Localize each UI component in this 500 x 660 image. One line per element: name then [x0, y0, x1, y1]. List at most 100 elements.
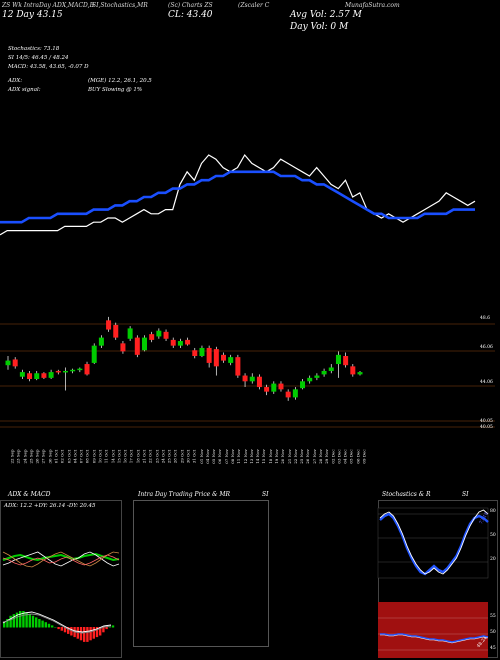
date-tick-label: 03 Dec: [336, 449, 342, 464]
macd-bar: [60, 627, 63, 631]
candle-body: [350, 366, 356, 375]
candle-body: [34, 373, 40, 379]
date-tick-label: 11 Oct: [103, 449, 109, 464]
date-tick-label: 14 Nov: [254, 449, 260, 464]
date-tick-label: 01 Nov: [198, 449, 204, 464]
candle-body: [106, 320, 112, 330]
date-tick-label: 27 Sep: [40, 449, 46, 464]
date-tick-label: 04 Dec: [342, 449, 348, 464]
macd-bar: [12, 614, 15, 628]
date-tick-label: 20 Nov: [280, 449, 286, 464]
date-tick-label: 31 Oct: [191, 449, 197, 464]
date-tick-label: 24 Oct: [160, 449, 166, 464]
macd-bar: [25, 612, 28, 628]
date-tick-label: 07 Nov: [223, 449, 229, 464]
candle-body: [127, 328, 133, 339]
date-tick-label: 21 Nov: [286, 449, 292, 464]
date-tick-label: 02 Dec: [330, 449, 336, 464]
candle-body: [321, 370, 327, 375]
stoch-d-line: [379, 509, 489, 575]
macd-bar: [63, 627, 67, 633]
macd-bar: [19, 611, 22, 628]
date-tick-label: 15 Oct: [116, 449, 122, 464]
date-tick-label: 16 Oct: [122, 449, 128, 464]
macd-histogram: [2, 611, 115, 642]
macd-bar: [67, 627, 70, 634]
header-title-mid2: (Sc) Charts ZS: [168, 2, 213, 9]
candle-body: [41, 373, 47, 378]
date-tick-label: 19 Nov: [273, 449, 279, 464]
avg-vol-label: Avg Vol: 2.57 M: [290, 10, 362, 20]
candle-body: [77, 368, 83, 371]
macd-bar: [95, 627, 99, 638]
rsi-plot-area: [378, 602, 488, 658]
rsi-tick-50: 50: [490, 630, 496, 635]
stoch-k-line: [379, 512, 489, 576]
macd-bar: [51, 625, 54, 628]
macd-bar: [35, 617, 38, 628]
candle-body: [328, 367, 334, 371]
candle-body: [70, 369, 76, 372]
candle-body: [156, 330, 162, 337]
candle-body: [249, 376, 255, 382]
date-tick-label: 28 Nov: [317, 449, 323, 464]
date-tick-label: 21 Oct: [141, 449, 147, 464]
date-tick-label: 13 Nov: [248, 449, 254, 464]
macd-bar: [47, 623, 51, 628]
day-vol-label: Day Vol: 0 M: [290, 22, 349, 32]
rsi-tick-55: 55: [490, 614, 496, 619]
candle-body: [27, 373, 33, 379]
price-level-1: 48.6: [480, 316, 491, 321]
header-title-left: ZS Wk IntraDay ADX,MACD,B: [2, 2, 94, 9]
candle-body: [170, 339, 176, 346]
date-tick-label: 04 Nov: [204, 449, 210, 464]
candle-body: [343, 356, 349, 366]
candle-body: [235, 357, 241, 376]
candlestick-chart: [0, 316, 495, 428]
stoch-panel-si: SI: [462, 491, 469, 498]
price-level-3: 44.06: [480, 380, 493, 385]
candle-body: [134, 337, 140, 355]
header-date-line: 12 Day 43.15: [2, 10, 63, 20]
date-tick-label: 25 Sep: [28, 449, 34, 464]
candle-body: [314, 375, 320, 378]
price-level-2: 46.06: [480, 345, 493, 350]
date-tick-label: 26 Nov: [305, 449, 311, 464]
macd-bar: [92, 627, 95, 639]
candle-body: [5, 360, 11, 366]
macd-bar: [102, 627, 105, 633]
date-tick-label: 06 Dec: [355, 449, 361, 464]
candle-body: [113, 324, 119, 338]
stoch-panel-title: Stochastics & R: [382, 491, 431, 498]
macd-bar: [22, 611, 25, 628]
candle-body: [149, 334, 155, 340]
macd-bar: [38, 619, 41, 628]
candle-body: [48, 372, 54, 378]
rsi-panel: [378, 602, 489, 658]
stochastics-lines: [377, 507, 489, 579]
macd-bar: [76, 627, 79, 639]
adx-values: (MGE) 12.2, 26.1, 20.5: [88, 78, 152, 84]
date-tick-label: 29 Nov: [324, 449, 330, 464]
date-axis: 22 Sep 23 Sep 24 Sep 25 Sep 26 Sep 27 Sep 30 S…: [0, 440, 500, 485]
date-tick-label: 23 Sep: [15, 449, 21, 464]
macd-bar: [89, 627, 92, 641]
candle-body: [185, 339, 191, 345]
candle-body: [12, 359, 18, 367]
stoch-tick-80: 80: [490, 509, 496, 514]
stochastics-label: Stochastics: 73.18: [8, 46, 60, 52]
date-tick-label: 04 Oct: [72, 449, 78, 464]
macd-label: MACD: 43.58, 43.65, -0.07 D: [8, 64, 89, 70]
date-tick-label: 22 Nov: [292, 449, 298, 464]
date-tick-label: 15 Nov: [261, 449, 267, 464]
price-line-chart: [0, 153, 476, 236]
intra-panel-title: Intra Day Trading Price & MR: [138, 491, 231, 498]
macd-bar: [31, 615, 35, 628]
header-title-mid1: SI,Stochastics,MR: [92, 2, 148, 9]
date-tick-label: 01 Oct: [53, 449, 59, 464]
price-level-4: 40.05: [480, 419, 493, 424]
candle-body: [177, 341, 183, 346]
candle-body: [271, 383, 277, 392]
date-tick-label: 25 Oct: [166, 449, 172, 464]
candle-body: [292, 389, 298, 398]
